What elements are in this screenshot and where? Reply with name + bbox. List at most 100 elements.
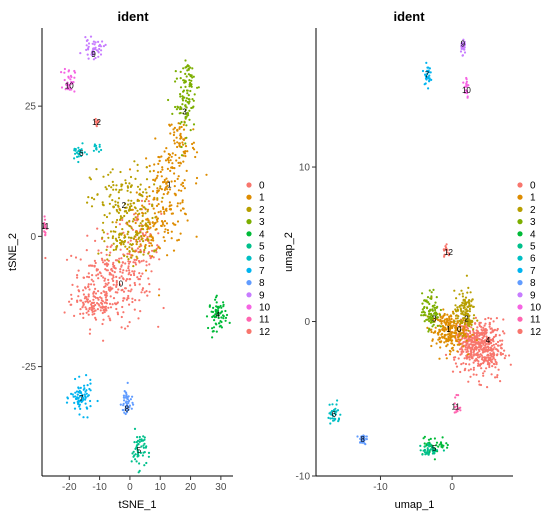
cluster-label-11: 11 <box>452 402 461 411</box>
point-cluster-2 <box>109 230 113 233</box>
point-cluster-1 <box>168 124 172 127</box>
cluster-label-0: 0 <box>119 279 124 288</box>
point-cluster-1 <box>451 335 454 338</box>
point-cluster-1 <box>450 317 453 321</box>
point-cluster-9 <box>102 45 105 48</box>
point-cluster-1 <box>181 181 184 184</box>
point-cluster-0 <box>132 272 135 275</box>
point-cluster-2 <box>149 170 152 173</box>
point-cluster-0 <box>92 280 95 283</box>
point-cluster-3 <box>426 318 429 321</box>
point-cluster-8 <box>123 390 126 393</box>
point-cluster-3 <box>182 112 185 115</box>
point-cluster-0 <box>158 288 161 291</box>
point-cluster-0 <box>499 380 502 383</box>
point-cluster-5 <box>132 450 135 453</box>
point-cluster-7 <box>429 71 432 74</box>
point-cluster-1 <box>162 207 165 211</box>
point-cluster-6 <box>85 153 88 156</box>
point-cluster-2 <box>126 189 129 192</box>
point-cluster-3 <box>171 112 174 115</box>
point-cluster-6 <box>93 143 96 146</box>
point-cluster-0 <box>469 347 472 350</box>
point-cluster-8 <box>124 405 127 408</box>
point-cluster-2 <box>129 191 132 194</box>
point-cluster-0 <box>71 283 74 286</box>
point-cluster-0 <box>85 249 88 252</box>
point-cluster-2 <box>139 222 142 225</box>
point-cluster-1 <box>173 172 176 175</box>
point-cluster-0 <box>444 353 448 356</box>
point-cluster-4 <box>423 442 426 445</box>
point-cluster-0 <box>468 363 471 366</box>
point-cluster-0 <box>469 375 472 378</box>
point-cluster-0 <box>92 291 95 294</box>
point-cluster-0 <box>111 277 114 280</box>
point-cluster-0 <box>489 317 493 320</box>
point-cluster-9 <box>84 36 87 39</box>
point-cluster-5 <box>140 438 143 441</box>
point-cluster-1 <box>195 151 199 154</box>
point-cluster-4 <box>224 316 228 319</box>
point-cluster-0 <box>121 277 125 280</box>
point-cluster-2 <box>464 321 467 324</box>
point-cluster-0 <box>462 341 465 344</box>
point-cluster-9 <box>97 40 100 44</box>
point-cluster-9 <box>463 44 466 47</box>
point-cluster-0 <box>107 259 110 262</box>
legend-label-3: 3 <box>530 217 536 228</box>
cluster-label-12: 12 <box>444 248 453 257</box>
point-cluster-0 <box>121 218 124 222</box>
point-cluster-0 <box>460 325 464 328</box>
point-cluster-0 <box>148 202 151 206</box>
legend-label-1: 1 <box>259 193 265 204</box>
point-cluster-1 <box>173 139 176 142</box>
point-cluster-4 <box>205 315 209 318</box>
point-cluster-0 <box>120 275 123 278</box>
point-cluster-2 <box>145 225 148 228</box>
point-cluster-1 <box>438 357 441 360</box>
point-cluster-3 <box>192 99 195 102</box>
point-cluster-5 <box>136 449 139 452</box>
point-cluster-0 <box>474 359 477 362</box>
point-cluster-0 <box>504 354 507 357</box>
point-cluster-1 <box>150 239 153 242</box>
point-cluster-3 <box>431 305 434 308</box>
point-cluster-0 <box>472 331 475 334</box>
point-cluster-0 <box>141 287 145 290</box>
point-cluster-1 <box>195 235 198 238</box>
point-cluster-4 <box>212 306 215 309</box>
point-cluster-3 <box>190 106 193 110</box>
point-cluster-0 <box>136 276 139 279</box>
point-cluster-1 <box>431 338 434 341</box>
point-cluster-4 <box>422 437 425 440</box>
point-cluster-4 <box>446 443 449 447</box>
point-cluster-2 <box>115 188 118 191</box>
point-cluster-5 <box>138 462 141 465</box>
cluster-label-2: 2 <box>464 314 469 323</box>
cluster-label-6: 6 <box>79 149 84 158</box>
point-cluster-0 <box>112 274 115 277</box>
point-cluster-5 <box>138 438 141 441</box>
point-cluster-0 <box>459 370 462 374</box>
point-cluster-0 <box>142 259 145 262</box>
point-cluster-3 <box>432 288 435 291</box>
point-cluster-0 <box>84 286 87 289</box>
point-cluster-9 <box>86 53 89 56</box>
point-cluster-0 <box>151 249 154 252</box>
point-cluster-1 <box>456 321 459 324</box>
point-cluster-0 <box>476 351 479 354</box>
point-cluster-1 <box>142 212 145 215</box>
point-cluster-1 <box>451 331 454 334</box>
point-cluster-1 <box>172 128 175 131</box>
point-cluster-1 <box>161 206 165 209</box>
point-cluster-3 <box>184 105 187 108</box>
point-cluster-2 <box>151 205 154 208</box>
point-cluster-0 <box>480 325 483 328</box>
point-cluster-5 <box>134 453 137 456</box>
point-cluster-0 <box>79 312 82 315</box>
point-cluster-2 <box>140 235 143 238</box>
point-cluster-1 <box>185 169 188 172</box>
points <box>327 38 512 461</box>
point-cluster-1 <box>459 328 462 331</box>
